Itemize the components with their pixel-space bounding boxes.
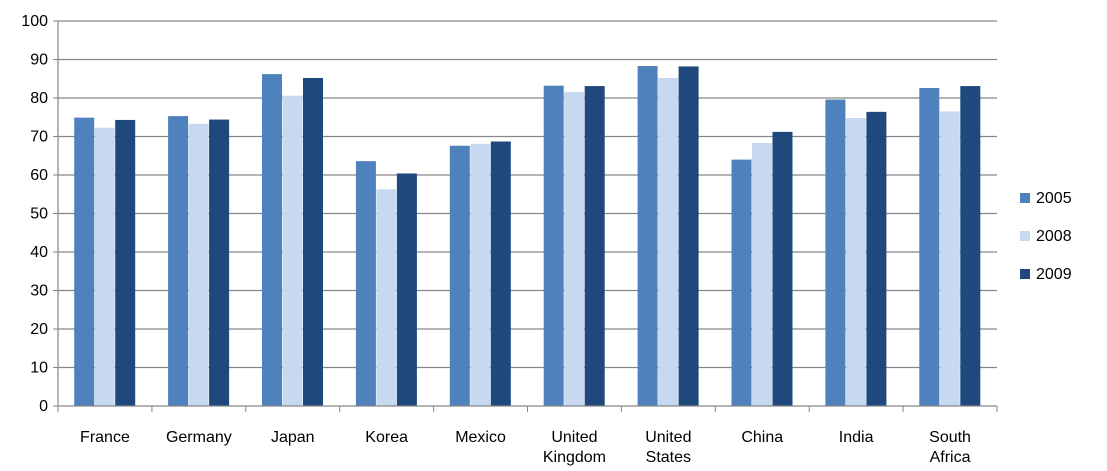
bar-2005-south-africa [919,87,940,407]
y-tick-label: 20 [30,321,48,338]
x-tick-label: United [645,429,691,446]
bar-2008-germany [188,123,209,407]
bar-2008-japan [282,95,303,406]
y-tick-label: 50 [30,206,48,223]
bar-2005-united-kingdom [543,85,564,407]
bar-2005-japan [262,74,282,406]
y-tick-label: 10 [30,360,48,377]
y-tick-label: 60 [30,167,48,184]
bar-2005-india [825,99,846,406]
bar-2005-france [74,117,95,406]
x-tick-label: Korea [365,429,408,446]
bar-2005-korea [355,161,376,406]
bar-2008-france [94,127,115,407]
x-tick-label: United [551,429,597,446]
bar-2009-japan [303,77,323,406]
bar-2009-china [772,131,793,406]
legend-swatch-2008 [1020,231,1030,241]
x-tick-label: Mexico [455,429,506,446]
y-tick-label: 0 [39,398,48,415]
bar-2005-germany [168,116,189,406]
bar-2008-south-africa [939,111,960,406]
legend-swatch-2005 [1020,193,1030,203]
x-tick-label: South [929,429,971,446]
bar-2009-germany [209,119,230,406]
bar-2008-mexico [470,143,491,406]
x-tick-label: Kingdom [543,449,606,466]
y-tick-label: 100 [21,13,48,30]
y-tick-label: 80 [30,90,48,107]
y-tick-label: 90 [30,52,48,69]
bar-2009-india [866,111,887,407]
bar-2008-china [752,143,772,407]
bar-2009-korea [396,173,417,406]
legend-label-2009: 2009 [1036,266,1072,283]
x-tick-label: France [80,429,130,446]
bar-2009-united-kingdom [584,86,605,406]
x-tick-label: Africa [930,449,971,466]
x-tick-label: China [741,429,783,446]
bar-2009-france [115,119,136,406]
y-tick-label: 40 [30,244,48,261]
bar-2008-korea [376,189,397,406]
bar-2005-united-states [637,66,658,407]
bar-2008-india [845,118,866,407]
legend-swatch-2009 [1020,269,1030,279]
x-tick-label: India [839,429,874,446]
legend-label-2005: 2005 [1036,190,1072,207]
x-tick-label: Germany [166,429,232,446]
bar-2009-south-africa [960,86,981,406]
bar-2005-mexico [449,145,470,407]
y-tick-label: 70 [30,129,48,146]
bars [74,66,981,407]
bar-2009-united-states [678,66,699,407]
bar-2008-united-states [658,77,679,406]
x-tick-label: States [646,449,691,466]
axes: 0 10 20 30 40 50 60 70 80 90 100 France Germany Japan… [21,13,998,466]
bar-2008-united-kingdom [564,91,585,406]
x-tick-label: Japan [271,429,315,446]
bar-2005-china [731,159,752,406]
legend-label-2008: 2008 [1036,228,1072,245]
bar-2009-mexico [490,141,511,406]
legend: 2005 2008 2009 [1020,190,1072,283]
y-tick-label: 30 [30,283,48,300]
